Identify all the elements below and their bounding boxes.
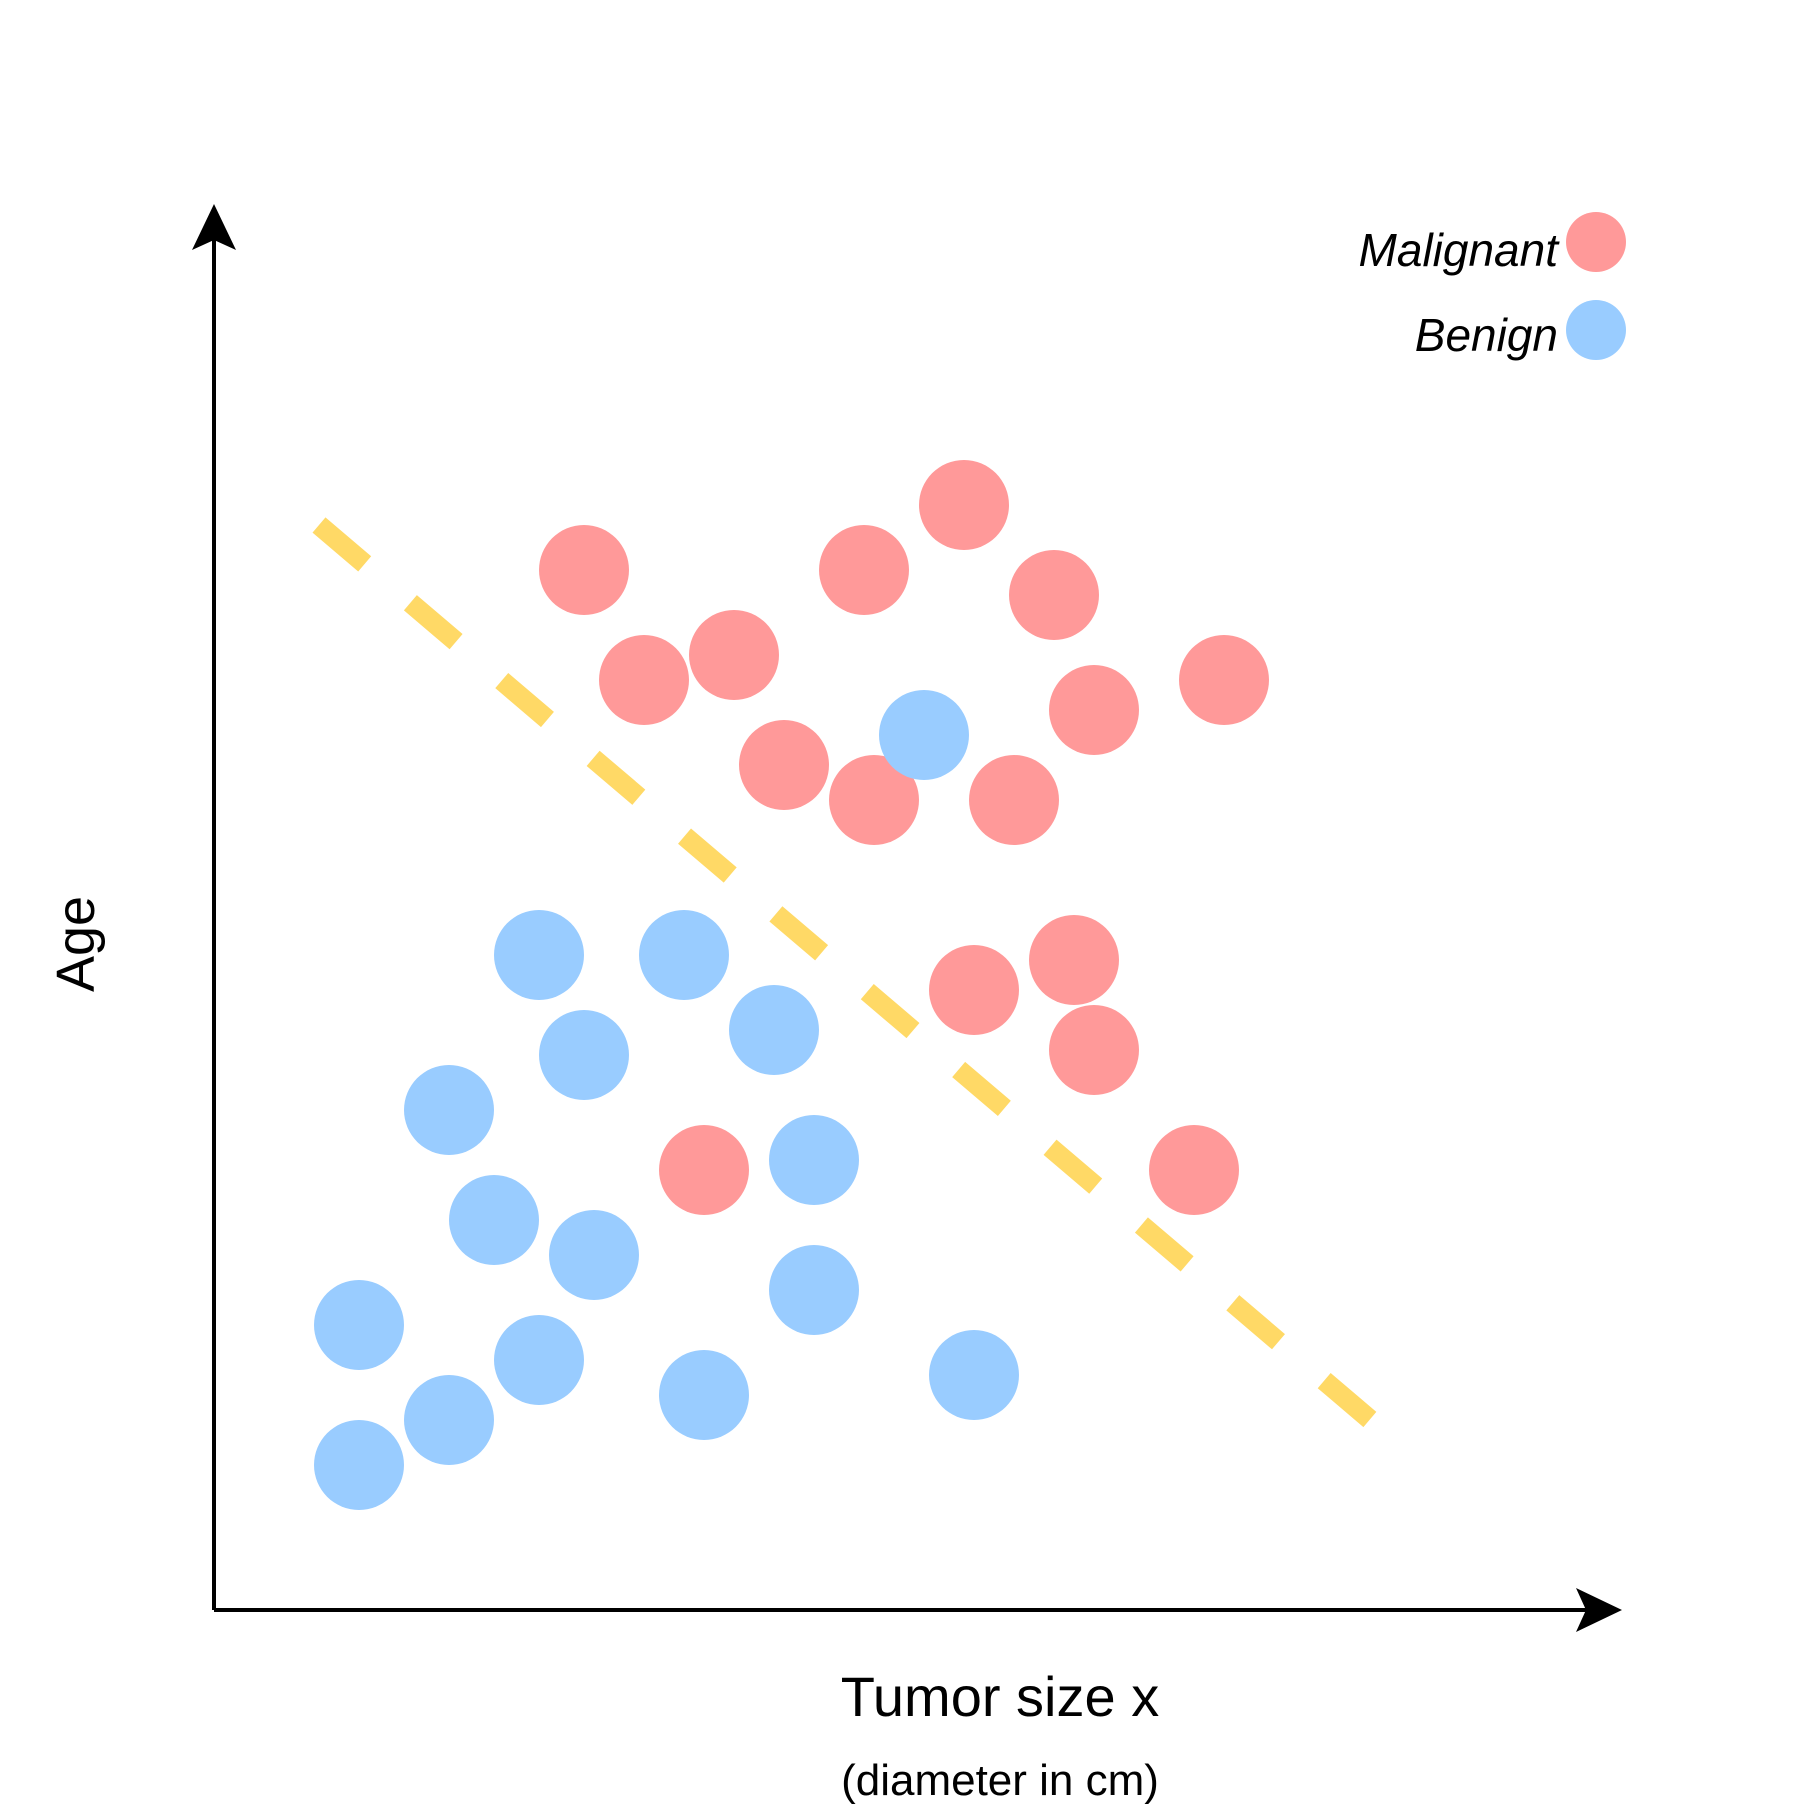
legend-label-malignant: Malignant [1359, 224, 1561, 276]
point-benign-16 [314, 1420, 404, 1510]
legend: Malignant Benign [1359, 212, 1626, 361]
point-benign-11 [314, 1280, 404, 1370]
point-malignant-6 [1009, 550, 1099, 640]
x-axis-label: Tumor size x [841, 1665, 1159, 1728]
point-malignant-11 [969, 755, 1059, 845]
point-malignant-13 [1029, 915, 1119, 1005]
point-malignant-1 [539, 525, 629, 615]
legend-swatch-benign [1566, 300, 1626, 360]
point-malignant-14 [1049, 1005, 1139, 1095]
point-benign-3 [639, 910, 729, 1000]
point-benign-14 [659, 1350, 749, 1440]
point-malignant-2 [599, 635, 689, 725]
point-benign-15 [929, 1330, 1019, 1420]
point-benign-10 [769, 1245, 859, 1335]
data-points-layer [314, 460, 1269, 1510]
point-malignant-5 [919, 460, 1009, 550]
point-benign-9 [549, 1210, 639, 1300]
point-malignant-4 [819, 525, 909, 615]
point-malignant-9 [739, 720, 829, 810]
point-malignant-3 [689, 610, 779, 700]
y-axis-arrow [192, 204, 236, 250]
point-benign-12 [494, 1315, 584, 1405]
x-axis-sublabel: (diameter in cm) [841, 1756, 1159, 1805]
point-malignant-10 [829, 755, 919, 845]
point-benign-4 [539, 1010, 629, 1100]
point-malignant-7 [1049, 665, 1139, 755]
point-benign-8 [449, 1175, 539, 1265]
legend-swatch-malignant [1566, 212, 1626, 272]
point-benign-5 [729, 985, 819, 1075]
point-malignant-16 [1149, 1125, 1239, 1215]
point-benign-1 [879, 690, 969, 780]
point-benign-2 [494, 910, 584, 1000]
x-axis-arrow [1576, 1588, 1622, 1632]
point-benign-13 [404, 1375, 494, 1465]
legend-label-benign: Benign [1415, 309, 1558, 361]
point-malignant-8 [1179, 635, 1269, 725]
point-malignant-15 [659, 1125, 749, 1215]
point-benign-6 [404, 1065, 494, 1155]
point-benign-7 [769, 1115, 859, 1205]
point-malignant-12 [929, 945, 1019, 1035]
y-axis-label: Age [46, 896, 106, 992]
